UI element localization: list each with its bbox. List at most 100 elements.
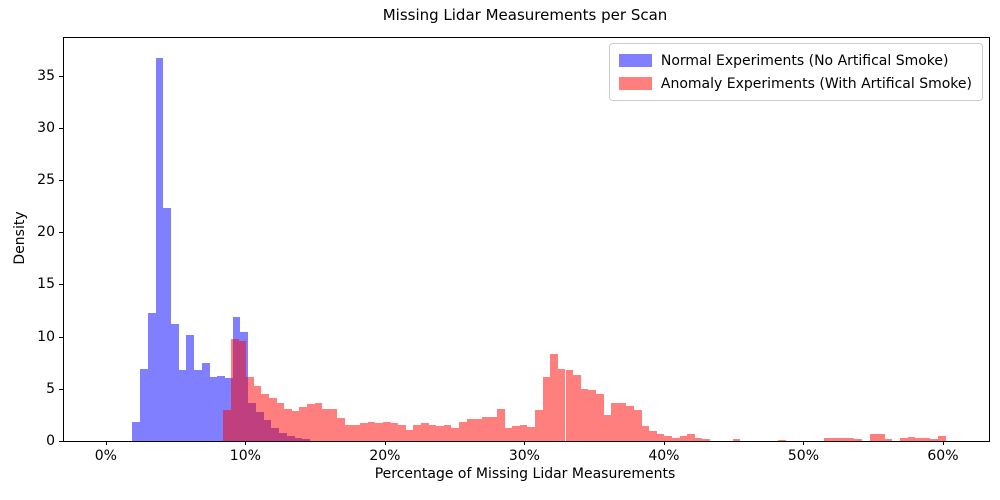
y-tick-mark [59,232,63,234]
anomaly-series-bar [504,428,513,441]
anomaly-series-bar [246,377,254,441]
normal-series-bar [163,208,171,441]
anomaly-series-bar [223,409,231,441]
y-tick-mark [59,179,63,181]
anomaly-series-bar [284,408,292,441]
anomaly-series-bar [702,439,710,441]
anomaly-series-bar [306,404,315,441]
anomaly-series-bar [938,436,946,441]
normal-series-bar [155,57,164,441]
y-tick-label: 10 [37,328,55,345]
legend-label-normal: Normal Experiments (No Artifical Smoke) [660,52,949,69]
anomaly-series-bar [846,438,855,441]
anomaly-series-bar [930,439,939,441]
x-tick-label: 20% [369,448,401,464]
anomaly-series-bar [839,437,847,441]
x-tick-mark [105,441,107,445]
y-tick-mark [59,388,63,390]
anomaly-series-bar [390,423,399,441]
x-tick-label: 0% [94,448,117,464]
anomaly-series-bar [671,437,680,441]
y-axis-label: Density [12,211,28,265]
anomaly-series-bar [512,426,520,441]
y-tick-label: 15 [37,276,55,293]
y-tick-label: 25 [37,171,55,188]
anomaly-series-bar [322,408,330,441]
anomaly-series-bar [535,409,543,441]
anomaly-series-bar [854,439,863,441]
anomaly-series-bar [337,418,345,441]
x-axis-label: Percentage of Missing Lidar Measurements [374,466,676,482]
anomaly-series-bar [466,419,475,441]
x-tick-label: 40% [648,448,680,464]
anomaly-series-bar [915,438,923,441]
legend: Normal Experiments (No Artifical Smoke) … [608,43,983,101]
anomaly-series-bar [413,424,421,441]
anomaly-series-bar [383,422,391,441]
anomaly-series-bar [360,423,368,441]
legend-label-anomaly: Anomaly Experiments (With Artifical Smok… [660,75,972,92]
anomaly-series-bar [481,417,490,441]
anomaly-series-bar [580,388,589,441]
anomaly-series-bar [824,437,832,441]
y-tick-mark [59,284,63,286]
anomaly-series-bar [611,403,619,441]
x-tick-mark [942,441,944,445]
legend-entry-normal: Normal Experiments (No Artifical Smoke) [618,49,972,72]
x-tick-mark [524,441,526,445]
anomaly-series-bar [778,439,786,441]
histogram-bars [64,38,989,441]
x-tick-mark [245,441,247,445]
anomaly-series-bar [497,408,505,441]
anomaly-series-bar [451,428,460,441]
anomaly-series-bar [831,437,840,441]
anomaly-series-bar [679,435,688,441]
anomaly-series-bar [261,394,269,441]
anomaly-series-bar [230,338,239,441]
anomaly-series-bar [436,426,444,441]
y-tick-mark [59,127,63,129]
normal-series-bar [194,370,202,441]
anomaly-series-swatch [618,77,652,90]
legend-entry-anomaly: Anomaly Experiments (With Artifical Smok… [618,72,972,95]
anomaly-series-bar [527,427,536,441]
anomaly-series-bar [573,375,581,441]
anomaly-series-bar [603,414,612,441]
anomaly-series-bar [633,409,642,441]
normal-series-swatch [618,54,652,67]
anomaly-series-bar [641,426,650,441]
anomaly-series-bar [375,423,383,441]
y-tick-label: 0 [46,433,55,449]
y-tick-label: 20 [37,224,55,241]
normal-series-bar [201,362,210,441]
chart-title: Missing Lidar Measurements per Scan [382,6,668,24]
y-tick-mark [59,75,63,77]
anomaly-series-bar [253,385,262,441]
anomaly-series-bar [268,398,277,441]
anomaly-series-bar [398,424,406,441]
anomaly-series-bar [869,434,878,441]
normal-series-bar [147,312,156,441]
anomaly-series-bar [922,437,931,441]
x-tick-label: 10% [229,448,261,464]
anomaly-series-bar [459,422,467,441]
anomaly-series-bar [649,430,657,441]
anomaly-series-bar [238,340,247,441]
x-tick-mark [663,441,665,445]
normal-series-bar [140,368,148,441]
anomaly-series-bar [299,406,307,441]
normal-series-bar [209,377,218,441]
anomaly-series-bar [595,394,604,441]
anomaly-series-bar [877,434,885,441]
y-tick-mark [59,441,63,442]
anomaly-series-bar [421,422,429,441]
plot-area: 0% 10% 20% 30% 40% 50% 60% 0 5 10 15 20 25 30 35 [37,37,990,464]
normal-series-bar [170,324,179,441]
anomaly-series-bar [618,403,627,441]
normal-series-bar [132,422,141,441]
x-tick-label: 60% [927,448,959,464]
normal-series-bar [186,334,195,441]
anomaly-series-bar [352,424,361,441]
y-tick-label: 35 [37,67,55,84]
